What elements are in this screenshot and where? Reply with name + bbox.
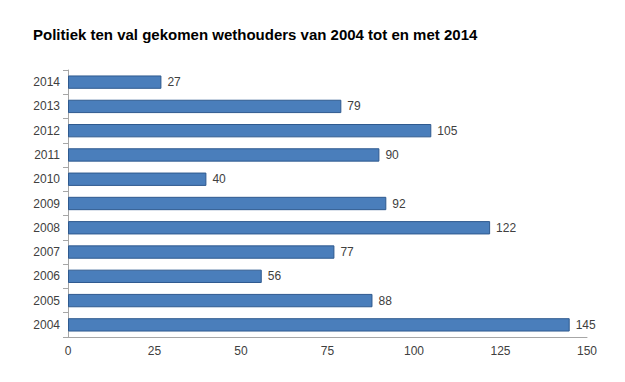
svg-text:2009: 2009 [33,197,60,211]
svg-text:75: 75 [321,344,335,358]
svg-text:2011: 2011 [34,148,60,162]
svg-text:27: 27 [167,75,181,89]
svg-text:2014: 2014 [33,75,60,89]
svg-text:56: 56 [268,269,282,283]
svg-text:2010: 2010 [33,172,60,186]
svg-text:Politiek ten val gekomen wetho: Politiek ten val gekomen wethouders van … [33,26,478,43]
svg-text:2004: 2004 [33,318,60,332]
svg-text:150: 150 [577,344,597,358]
svg-text:2013: 2013 [33,99,60,113]
svg-text:145: 145 [576,318,596,332]
svg-text:122: 122 [496,221,516,235]
svg-text:92: 92 [392,197,406,211]
svg-text:100: 100 [404,344,424,358]
svg-text:2006: 2006 [33,269,60,283]
svg-text:79: 79 [347,99,361,113]
svg-text:125: 125 [490,344,510,358]
svg-text:2008: 2008 [33,221,60,235]
svg-text:25: 25 [148,344,162,358]
svg-text:105: 105 [437,124,457,138]
svg-text:88: 88 [378,294,392,308]
svg-text:2007: 2007 [33,245,60,259]
svg-text:0: 0 [65,344,72,358]
svg-text:2012: 2012 [33,124,60,138]
svg-text:50: 50 [234,344,248,358]
svg-text:90: 90 [385,148,399,162]
svg-text:40: 40 [212,172,226,186]
svg-text:2005: 2005 [33,294,60,308]
svg-text:77: 77 [340,245,354,259]
